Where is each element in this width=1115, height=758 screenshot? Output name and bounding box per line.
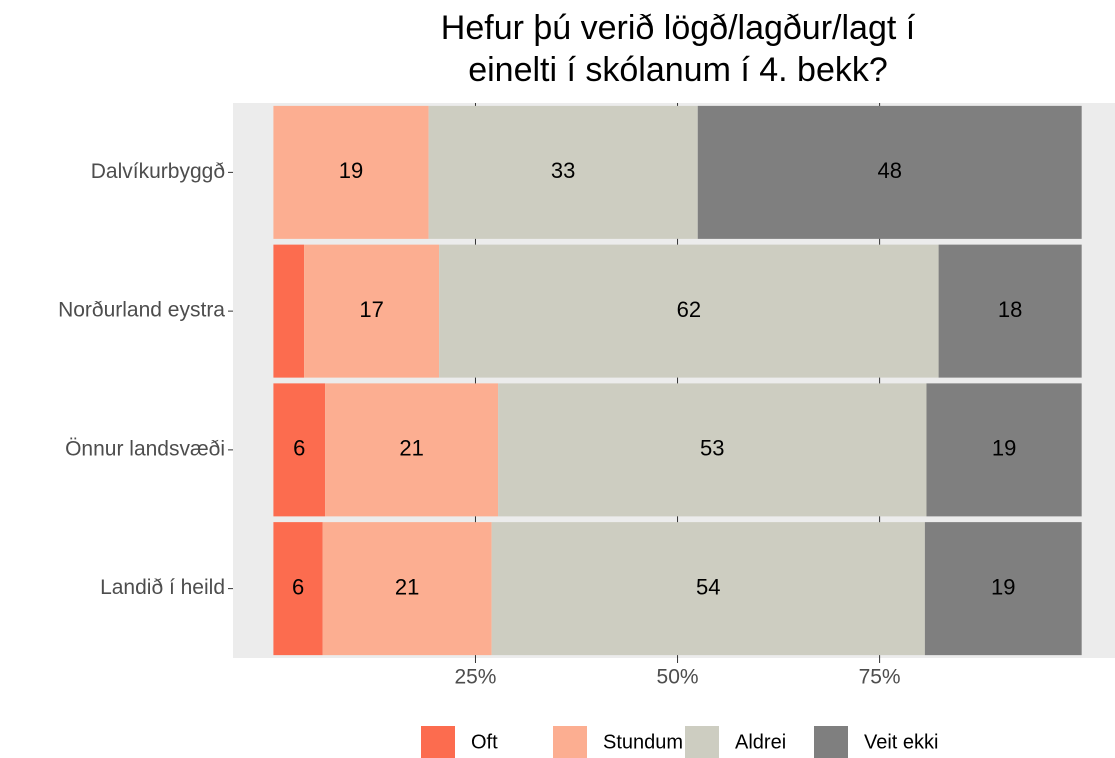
bar-segment bbox=[304, 244, 440, 378]
bar-segment bbox=[924, 522, 1082, 656]
data-label: 19 bbox=[991, 574, 1015, 599]
data-label: 18 bbox=[998, 297, 1022, 322]
data-label: 48 bbox=[877, 158, 901, 183]
chart-title: einelti í skólanum í 4. bekk? bbox=[468, 51, 888, 89]
data-label: 17 bbox=[359, 297, 383, 322]
data-label: 6 bbox=[293, 436, 305, 461]
x-tick-label: 50% bbox=[657, 666, 699, 689]
data-label: 21 bbox=[399, 436, 423, 461]
bar-segment bbox=[938, 244, 1082, 378]
data-label: 19 bbox=[339, 158, 363, 183]
data-label: 6 bbox=[292, 574, 304, 599]
x-tick-label: 75% bbox=[859, 666, 901, 689]
y-tick-label: Landið í heild bbox=[100, 576, 225, 599]
bar-segment bbox=[322, 522, 492, 656]
bar-segment bbox=[273, 244, 305, 378]
y-tick-label: Norðurland eystra bbox=[58, 299, 225, 322]
data-label: 21 bbox=[395, 574, 419, 599]
bar-segment bbox=[498, 383, 927, 517]
y-tick-label: Dalvíkurbyggð bbox=[91, 160, 225, 183]
bar-segment bbox=[439, 244, 939, 378]
legend-swatch bbox=[685, 726, 719, 758]
bar-segment bbox=[926, 383, 1082, 517]
x-tick-label: 25% bbox=[454, 666, 496, 689]
data-label: 54 bbox=[696, 574, 720, 599]
legend-swatch bbox=[553, 726, 587, 758]
y-tick-label: Önnur landsvæði bbox=[65, 437, 225, 460]
legend-label: Veit ekki bbox=[864, 731, 938, 753]
chart-title: Hefur þú verið lögð/lagður/lagt í bbox=[441, 9, 916, 47]
bar-segment bbox=[428, 105, 698, 239]
bar-segment bbox=[273, 522, 323, 656]
bar-segment bbox=[697, 105, 1082, 239]
legend-label: Oft bbox=[471, 731, 498, 753]
data-label: 53 bbox=[700, 436, 724, 461]
bar-segment bbox=[325, 383, 499, 517]
legend-swatch bbox=[421, 726, 455, 758]
data-label: 33 bbox=[551, 158, 575, 183]
bar-segment bbox=[273, 383, 326, 517]
legend-label: Aldrei bbox=[735, 731, 786, 753]
data-label: 19 bbox=[992, 436, 1016, 461]
bar-segment bbox=[491, 522, 925, 656]
legend-swatch bbox=[814, 726, 848, 758]
bar-segment bbox=[273, 105, 429, 239]
data-label: 62 bbox=[677, 297, 701, 322]
legend-label: Stundum bbox=[603, 731, 683, 753]
